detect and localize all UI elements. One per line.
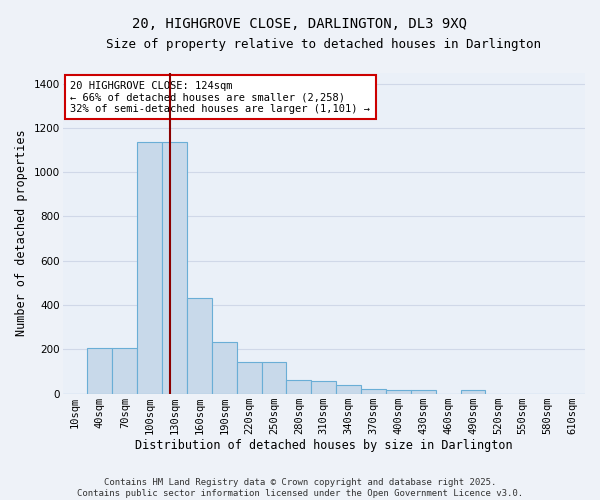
Title: Size of property relative to detached houses in Darlington: Size of property relative to detached ho…: [106, 38, 541, 51]
X-axis label: Distribution of detached houses by size in Darlington: Distribution of detached houses by size …: [135, 440, 512, 452]
Bar: [187, 298, 212, 394]
Bar: [336, 385, 361, 394]
Bar: [212, 342, 237, 394]
Bar: [286, 380, 311, 394]
Bar: [386, 390, 411, 394]
Bar: [162, 142, 187, 394]
Bar: [311, 382, 336, 394]
Bar: [461, 390, 485, 394]
Y-axis label: Number of detached properties: Number of detached properties: [15, 130, 28, 336]
Bar: [262, 362, 286, 394]
Bar: [361, 389, 386, 394]
Text: 20, HIGHGROVE CLOSE, DARLINGTON, DL3 9XQ: 20, HIGHGROVE CLOSE, DARLINGTON, DL3 9XQ: [133, 18, 467, 32]
Text: 20 HIGHGROVE CLOSE: 124sqm
← 66% of detached houses are smaller (2,258)
32% of s: 20 HIGHGROVE CLOSE: 124sqm ← 66% of deta…: [70, 80, 370, 114]
Bar: [137, 142, 162, 394]
Bar: [237, 362, 262, 394]
Text: Contains HM Land Registry data © Crown copyright and database right 2025.
Contai: Contains HM Land Registry data © Crown c…: [77, 478, 523, 498]
Bar: [88, 348, 112, 394]
Bar: [411, 390, 436, 394]
Bar: [112, 348, 137, 394]
